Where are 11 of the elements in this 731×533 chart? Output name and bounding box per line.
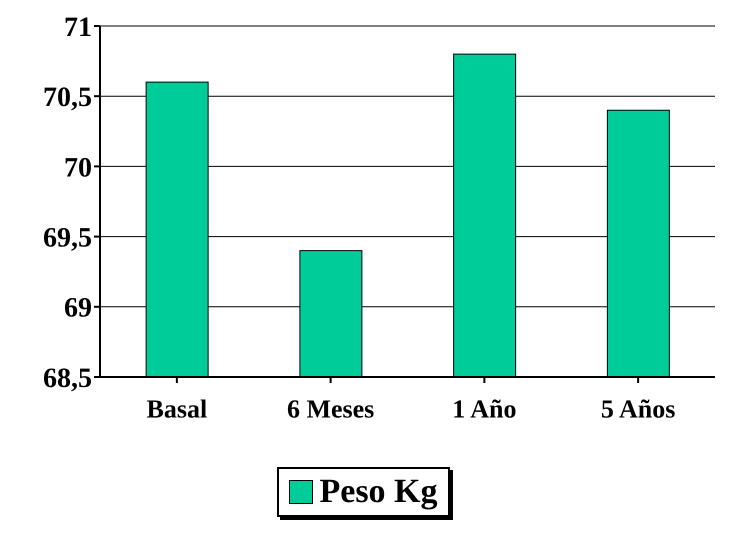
y-tick-label: 71: [64, 12, 92, 43]
y-tick-label: 68,5: [43, 362, 92, 394]
y-tick-label: 70,5: [43, 82, 92, 114]
x-tick-label: 6 Meses: [286, 394, 374, 424]
x-tick-label: 5 Años: [600, 394, 676, 424]
x-tick-label: Basal: [146, 394, 208, 424]
x-tick-label: 1 Año: [452, 394, 517, 424]
y-tick-label: 69: [64, 292, 92, 324]
y-tick-label: 70: [64, 152, 92, 184]
legend-label: Peso Kg: [318, 473, 438, 511]
y-tick-label: 69,5: [43, 222, 92, 254]
